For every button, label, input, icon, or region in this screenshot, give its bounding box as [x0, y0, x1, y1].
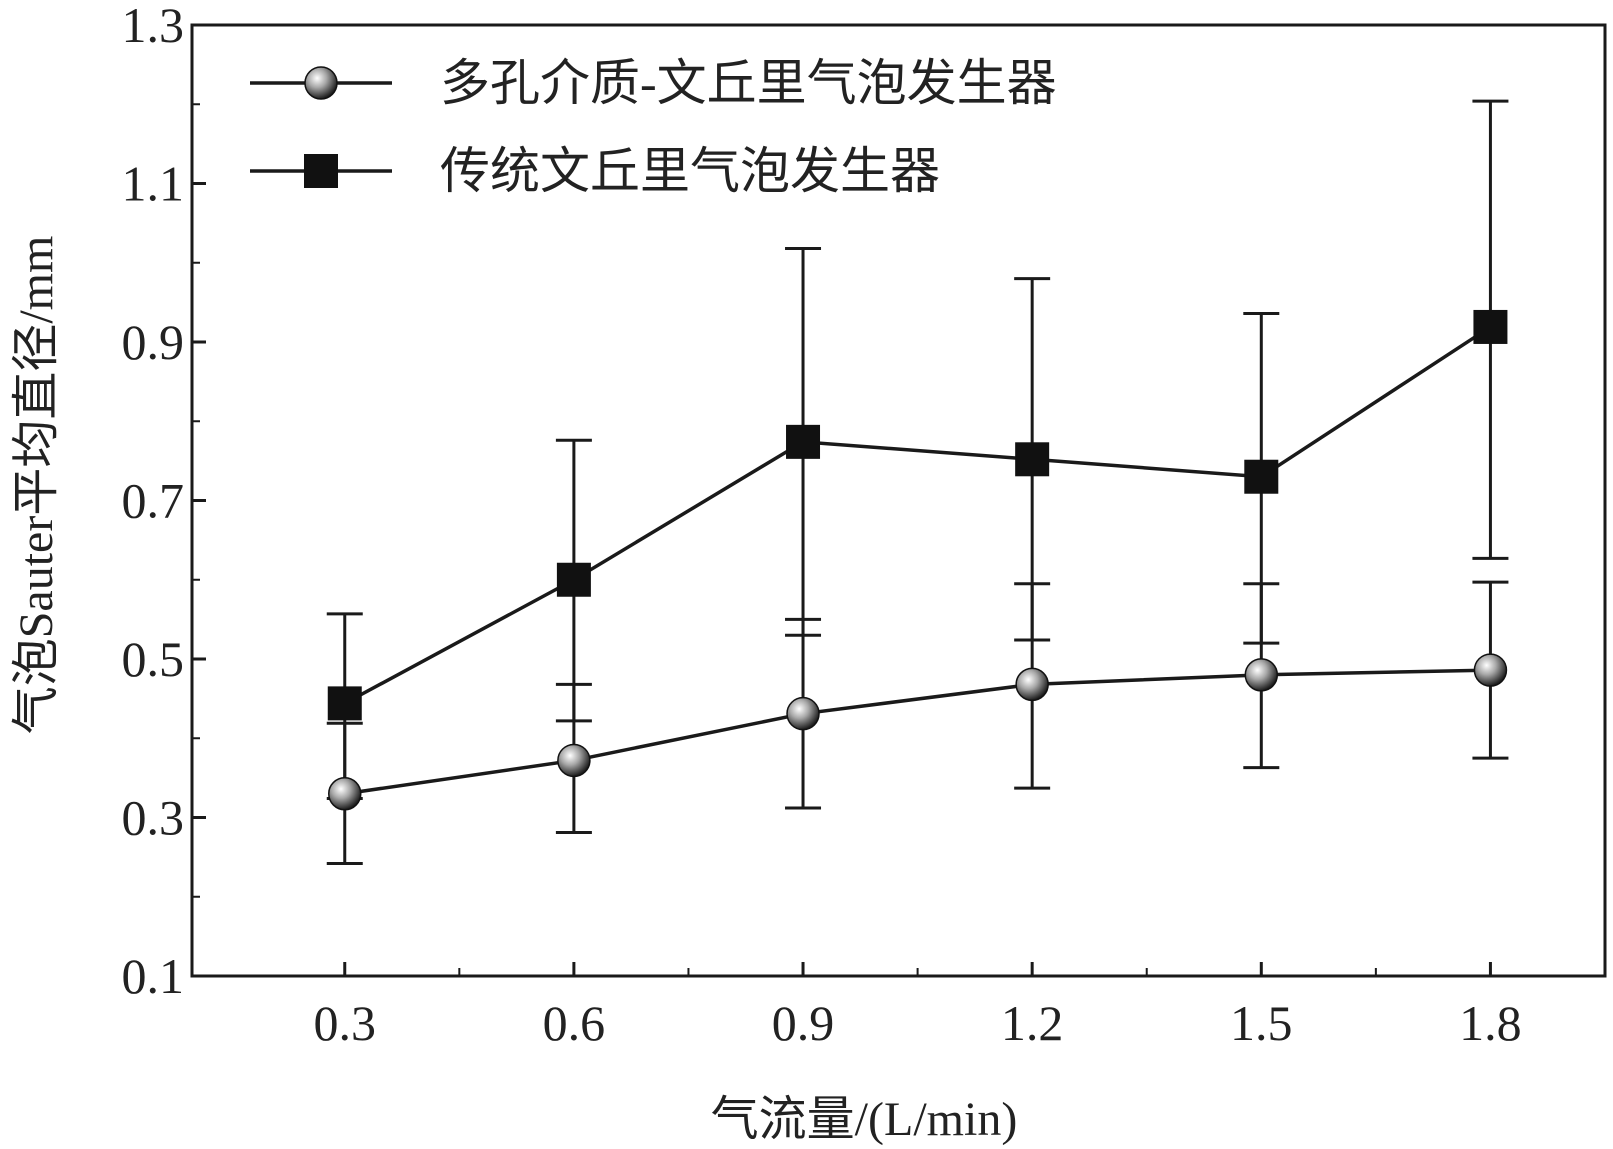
legend-marker-traditional — [304, 154, 338, 188]
series — [327, 309, 1508, 811]
y-tick-label: 1.1 — [122, 156, 185, 212]
y-tick-label: 0.3 — [122, 790, 185, 846]
traditional-point — [556, 562, 591, 597]
error-bars — [326, 99, 1509, 865]
porous-point — [1473, 653, 1508, 687]
x-tick-label: 1.8 — [1459, 995, 1522, 1051]
x-tick-label: 1.2 — [1001, 995, 1064, 1051]
porous-point — [328, 776, 362, 811]
y-tick-label: 0.5 — [122, 631, 185, 687]
x-tick-label: 0.9 — [772, 995, 835, 1051]
traditional-point — [1244, 459, 1279, 494]
porous-point — [1015, 667, 1049, 702]
x-tick-label: 1.5 — [1230, 995, 1293, 1051]
x-tick-label: 0.3 — [314, 995, 377, 1051]
x-tick-label: 0.6 — [543, 995, 606, 1051]
y-tick-label: 0.9 — [122, 314, 185, 370]
axes: 0.1 0.3 0.5 0.7 0.9 1.1 1.3 0.3 0.6 0.9 1.2 1.5 1.8 — [122, 0, 1607, 1051]
y-axis-title: 气泡Sauter平均直径/mm — [10, 236, 63, 735]
x-axis-title: 气流量/(L/min) — [711, 1093, 1018, 1146]
y-tick-label: 1.3 — [122, 0, 185, 53]
porous-series-line — [344, 668, 1491, 796]
legend-label-traditional: 传统文丘里气泡发生器 — [440, 143, 940, 199]
traditional-point — [327, 686, 362, 721]
porous-point — [557, 743, 591, 778]
legend-marker-porous — [304, 66, 338, 100]
porous-point — [1244, 658, 1279, 692]
y-tick-label: 0.7 — [122, 473, 185, 529]
y-tick-label: 0.1 — [122, 948, 185, 1004]
traditional-series-line — [343, 325, 1492, 705]
traditional-point — [786, 424, 821, 459]
traditional-point — [1473, 309, 1508, 344]
traditional-point — [1015, 442, 1050, 477]
legend-label-porous: 多孔介质-文丘里气泡发生器 — [440, 55, 1057, 111]
porous-point — [786, 696, 820, 731]
